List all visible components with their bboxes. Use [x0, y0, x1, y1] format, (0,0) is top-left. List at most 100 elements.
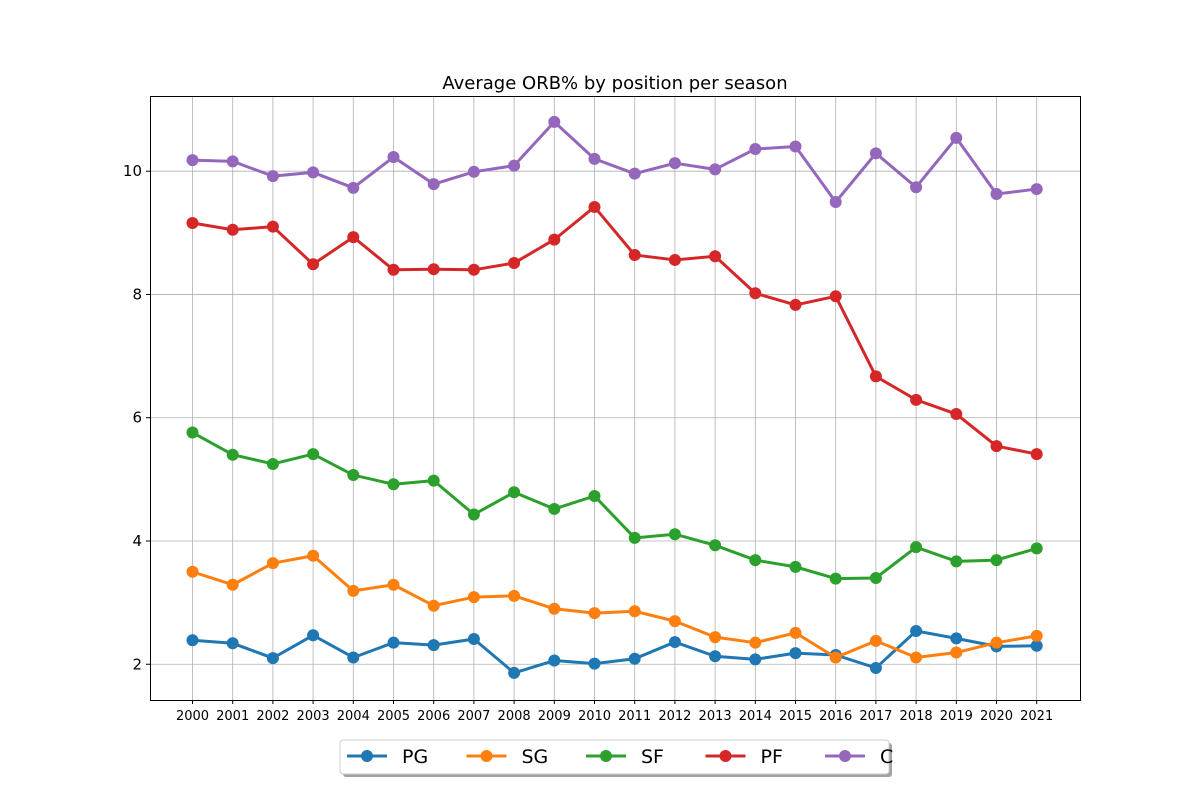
legend-entry-sg: SG [466, 746, 549, 768]
legend-marker [719, 750, 732, 762]
data-point-sg [628, 605, 641, 618]
data-point-sf [950, 555, 963, 568]
data-point-c [508, 159, 521, 172]
series-sg [186, 549, 1043, 664]
series-line-pf [191, 205, 1039, 456]
data-point-sf [347, 469, 360, 482]
data-point-sg [869, 634, 882, 647]
data-point-c [910, 181, 923, 194]
data-point-c [709, 163, 722, 176]
legend-marker [600, 750, 612, 762]
data-point-pg [668, 636, 681, 649]
x-axis: 2000 2001 2002 2003 2004 2005 2006 2007 2008 2009… [176, 700, 1053, 724]
data-point-sf [869, 571, 882, 584]
x-tick-label: 2021 [1020, 709, 1053, 724]
data-point-c [387, 151, 400, 164]
legend-label: PF [761, 746, 783, 768]
data-point-c [789, 140, 802, 153]
x-tick-label: 2000 [176, 709, 209, 724]
data-point-sg [1030, 629, 1043, 642]
data-point-pg [950, 632, 963, 645]
series-pg [186, 624, 1043, 679]
data-point-pg [628, 652, 641, 665]
x-tick-label: 2019 [940, 709, 973, 724]
data-point-sg [910, 651, 923, 664]
data-point-sg [387, 578, 400, 591]
data-point-sg [709, 631, 722, 644]
data-point-c [588, 152, 601, 165]
data-point-pf [709, 250, 722, 263]
data-point-sf [226, 448, 239, 461]
x-tick-label: 2014 [739, 709, 772, 724]
x-tick-label: 2015 [779, 709, 812, 724]
x-tick-label: 2002 [256, 709, 289, 724]
data-point-sf [990, 554, 1003, 567]
y-tick-label: 2 [132, 655, 142, 673]
data-point-sf [1030, 542, 1043, 555]
data-point-c [1030, 183, 1043, 196]
data-point-sg [307, 549, 320, 562]
legend-entry-sf: SF [586, 746, 664, 768]
data-point-c [467, 165, 480, 178]
data-point-pg [588, 657, 601, 670]
y-tick-label: 10 [123, 162, 142, 180]
data-point-pg [347, 651, 360, 664]
data-point-pg [789, 647, 802, 660]
data-point-pf [1030, 448, 1043, 461]
data-point-sf [588, 489, 601, 502]
data-point-pg [869, 661, 882, 674]
data-point-sf [387, 478, 400, 491]
data-point-pg [467, 632, 480, 645]
data-point-pg [307, 629, 320, 642]
x-tick-label: 2020 [980, 709, 1013, 724]
data-point-pf [347, 231, 360, 244]
x-tick-label: 2008 [498, 709, 531, 724]
data-point-pf [387, 263, 400, 276]
data-point-c [749, 143, 762, 156]
data-point-sg [427, 599, 440, 612]
data-point-c [548, 115, 561, 128]
data-point-sf [307, 448, 320, 461]
x-tick-label: 2006 [417, 709, 450, 724]
data-point-sf [508, 486, 521, 499]
data-point-pf [869, 370, 882, 383]
data-point-sg [467, 591, 480, 604]
data-point-pg [1030, 639, 1043, 652]
data-point-sf [266, 457, 279, 470]
data-point-sg [749, 636, 762, 649]
legend-marker [480, 750, 493, 762]
data-point-sf [186, 426, 199, 439]
x-tick-label: 2010 [578, 709, 611, 724]
data-point-pg [387, 636, 400, 649]
legend-marker [839, 750, 851, 762]
y-tick-label: 6 [132, 409, 142, 427]
grid-lines [150, 96, 1080, 700]
legend-entry-c: C [825, 746, 893, 768]
legend-entry-pf: PF [705, 746, 783, 768]
data-point-sg [226, 578, 239, 591]
data-point-pf [307, 258, 320, 271]
data-point-pg [186, 634, 199, 647]
series-line-sf [191, 431, 1039, 581]
data-point-sf [829, 572, 842, 585]
data-point-sf [789, 560, 802, 573]
series-line-pg [191, 629, 1039, 675]
data-point-c [266, 170, 279, 183]
data-point-sf [427, 474, 440, 487]
data-point-c [347, 181, 360, 194]
data-point-sg [789, 626, 802, 639]
y-tick-label: 4 [132, 532, 142, 550]
data-point-sf [709, 539, 722, 552]
data-point-sg [347, 584, 360, 597]
legend-label: SG [522, 746, 549, 768]
data-point-pg [266, 652, 279, 665]
data-point-pf [548, 233, 561, 246]
data-point-sf [467, 508, 480, 521]
data-point-pf [668, 253, 681, 266]
series-sf [186, 426, 1043, 585]
legend-label: PG [402, 746, 428, 768]
data-point-pg [508, 666, 521, 679]
x-tick-label: 2003 [297, 709, 330, 724]
x-tick-label: 2013 [699, 709, 732, 724]
